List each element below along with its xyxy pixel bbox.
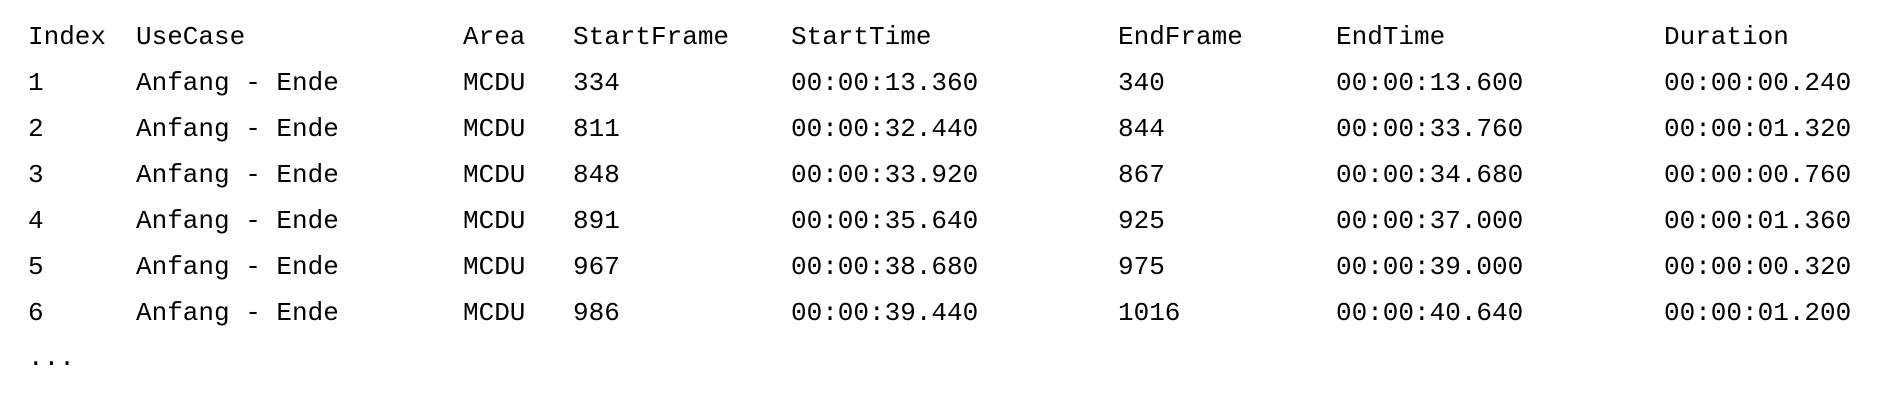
cell-startframe: 848 — [573, 160, 620, 190]
cell-index: 5 — [28, 252, 44, 282]
cell-starttime: 00:00:38.680 — [791, 252, 979, 282]
cell-duration: 00:00:00.240 — [1664, 68, 1852, 98]
cell-duration: 00:00:01.320 — [1664, 114, 1852, 144]
header-starttime: StartTime — [791, 22, 932, 52]
cell-starttime: 00:00:39.440 — [791, 298, 979, 328]
cell-area: MCDU — [463, 298, 526, 328]
table-row: 1 Anfang - Ende MCDU 334 00:00:13.360 34… — [28, 60, 1864, 106]
cell-area: MCDU — [463, 114, 526, 144]
cell-starttime: 00:00:33.920 — [791, 160, 979, 190]
header-usecase: UseCase — [136, 22, 246, 52]
cell-usecase: Anfang - Ende — [136, 252, 339, 282]
cell-area: MCDU — [463, 252, 526, 282]
cell-startframe: 986 — [573, 298, 620, 328]
header-endframe: EndFrame — [1118, 22, 1243, 52]
header-row: Index UseCase Area StartFrame StartTime … — [28, 14, 1864, 60]
table-row: 2 Anfang - Ende MCDU 811 00:00:32.440 84… — [28, 106, 1864, 152]
continuation-ellipsis: ... — [28, 343, 75, 373]
table-row: 5 Anfang - Ende MCDU 967 00:00:38.680 97… — [28, 244, 1864, 290]
cell-index: 3 — [28, 160, 44, 190]
cell-duration: 00:00:01.200 — [1664, 298, 1852, 328]
cell-startframe: 334 — [573, 68, 620, 98]
cell-endtime: 00:00:39.000 — [1336, 252, 1524, 282]
cell-duration: 00:00:01.360 — [1664, 206, 1852, 236]
cell-usecase: Anfang - Ende — [136, 68, 339, 98]
cell-endframe: 867 — [1118, 160, 1165, 190]
table-row: 6 Anfang - Ende MCDU 986 00:00:39.440 10… — [28, 290, 1864, 336]
table-row: 3 Anfang - Ende MCDU 848 00:00:33.920 86… — [28, 152, 1864, 198]
table-row: 4 Anfang - Ende MCDU 891 00:00:35.640 92… — [28, 198, 1864, 244]
cell-endframe: 844 — [1118, 114, 1165, 144]
cell-endtime: 00:00:33.760 — [1336, 114, 1524, 144]
header-index: Index — [28, 22, 107, 52]
cell-endframe: 925 — [1118, 206, 1165, 236]
cell-endtime: 00:00:13.600 — [1336, 68, 1524, 98]
cell-startframe: 967 — [573, 252, 620, 282]
cell-endframe: 340 — [1118, 68, 1165, 98]
cell-endtime: 00:00:34.680 — [1336, 160, 1524, 190]
cell-endframe: 1016 — [1118, 298, 1181, 328]
continuation-row: ... — [28, 336, 1864, 380]
cell-starttime: 00:00:35.640 — [791, 206, 979, 236]
cell-usecase: Anfang - Ende — [136, 114, 339, 144]
cell-startframe: 891 — [573, 206, 620, 236]
cell-usecase: Anfang - Ende — [136, 160, 339, 190]
header-startframe: StartFrame — [573, 22, 730, 52]
cell-area: MCDU — [463, 68, 526, 98]
cell-area: MCDU — [463, 206, 526, 236]
cell-index: 1 — [28, 68, 44, 98]
cell-index: 2 — [28, 114, 44, 144]
cell-startframe: 811 — [573, 114, 620, 144]
cell-endframe: 975 — [1118, 252, 1165, 282]
cell-starttime: 00:00:13.360 — [791, 68, 979, 98]
header-endtime: EndTime — [1336, 22, 1446, 52]
cell-usecase: Anfang - Ende — [136, 298, 339, 328]
cell-endtime: 00:00:40.640 — [1336, 298, 1524, 328]
header-area: Area — [463, 22, 526, 52]
cell-index: 6 — [28, 298, 44, 328]
cell-usecase: Anfang - Ende — [136, 206, 339, 236]
cell-area: MCDU — [463, 160, 526, 190]
cell-index: 4 — [28, 206, 44, 236]
cell-endtime: 00:00:37.000 — [1336, 206, 1524, 236]
results-table: Index UseCase Area StartFrame StartTime … — [28, 14, 1864, 380]
cell-duration: 00:00:00.320 — [1664, 252, 1852, 282]
cell-starttime: 00:00:32.440 — [791, 114, 979, 144]
header-duration: Duration — [1664, 22, 1789, 52]
cell-duration: 00:00:00.760 — [1664, 160, 1852, 190]
